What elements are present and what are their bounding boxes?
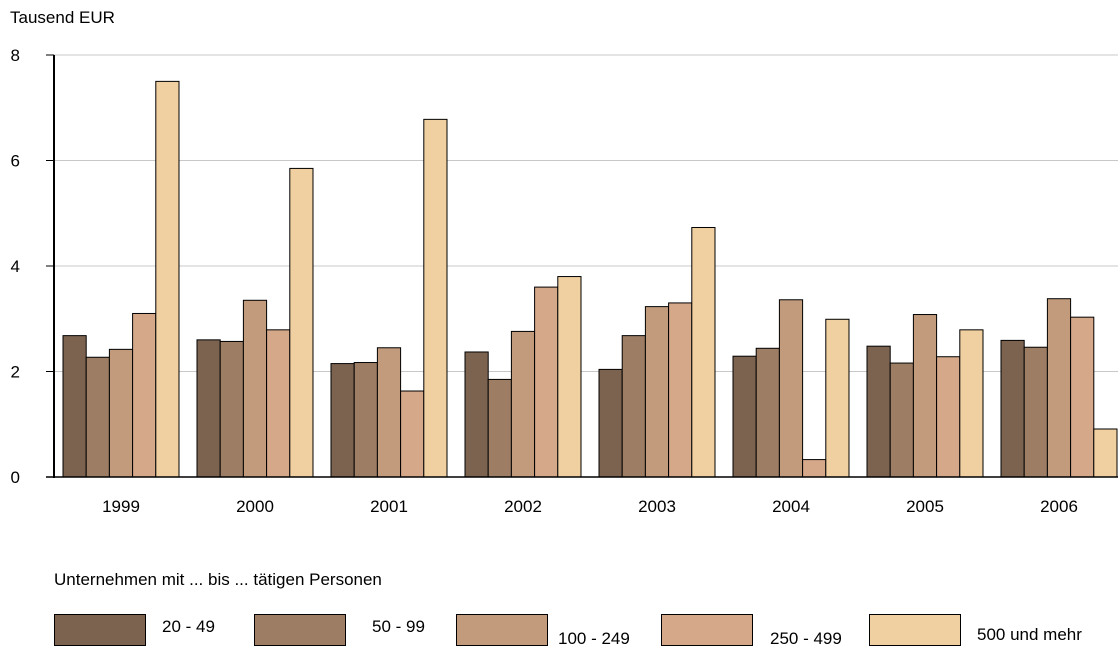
legend-label: 250 - 499 <box>770 629 842 648</box>
bar <box>330 363 355 478</box>
bar <box>1093 428 1118 478</box>
y-tick-labels: 0 2 4 6 8 <box>11 46 20 487</box>
bar <box>598 368 623 478</box>
bar <box>1070 316 1095 478</box>
y-tick-label: 0 <box>11 468 20 487</box>
bar <box>219 340 244 478</box>
bar <box>889 362 914 478</box>
legend-swatch <box>456 614 548 646</box>
bar <box>487 378 512 478</box>
gridlines <box>54 54 1118 372</box>
bar <box>621 335 646 478</box>
bar <box>557 276 582 478</box>
legend-swatch <box>54 614 146 646</box>
bar <box>242 299 268 478</box>
bar <box>732 355 757 478</box>
axes <box>46 54 1118 478</box>
x-tick-label: 2000 <box>236 497 274 516</box>
legend-item: 500 und mehr <box>869 614 1114 648</box>
bar <box>62 335 87 478</box>
bar <box>802 459 827 478</box>
bar <box>400 390 425 478</box>
y-tick-label: 6 <box>11 152 20 171</box>
bar <box>289 167 314 478</box>
bar <box>1046 298 1072 478</box>
y-tick-label: 8 <box>11 46 20 65</box>
legend-label: 100 - 249 <box>558 629 630 648</box>
bar <box>376 347 402 478</box>
x-tick-label: 2005 <box>906 497 944 516</box>
bar <box>108 348 134 478</box>
x-tick-label: 1999 <box>102 497 140 516</box>
x-tick-label: 2003 <box>638 497 676 516</box>
legend-label: 50 - 99 <box>372 617 425 636</box>
legend-title: Unternehmen mit ... bis ... tätigen Pers… <box>54 570 382 589</box>
bar <box>959 329 984 478</box>
bar <box>510 330 536 478</box>
bar <box>464 351 489 478</box>
x-tick-label: 2004 <box>772 497 810 516</box>
bar <box>85 356 110 478</box>
y-tick-label: 4 <box>11 257 20 276</box>
bar <box>691 226 716 478</box>
bar <box>778 299 804 478</box>
legend-item: 20 - 49 <box>54 614 299 648</box>
bar <box>132 312 157 478</box>
x-tick-label: 2006 <box>1040 497 1078 516</box>
bars <box>62 80 1118 478</box>
bar <box>668 302 693 478</box>
bar <box>644 306 670 478</box>
bar <box>423 118 448 478</box>
legend-item: 250 - 499 <box>661 614 906 648</box>
legend-swatch <box>869 614 961 646</box>
legend-item: 50 - 99 <box>254 614 499 648</box>
bar <box>936 356 961 478</box>
bar <box>866 345 891 478</box>
bar <box>912 314 938 478</box>
bar <box>755 347 780 478</box>
bar <box>534 286 559 478</box>
legend: 20 - 49 50 - 99 100 - 249 250 - 499 500 und … <box>0 614 1118 651</box>
x-tick-labels: 1999 2000 2001 2002 2003 2004 2005 2006 <box>102 497 1078 516</box>
bar <box>266 329 291 478</box>
legend-label: 500 und mehr <box>977 625 1082 644</box>
x-tick-label: 2001 <box>370 497 408 516</box>
y-tick-label: 2 <box>11 363 20 382</box>
bar <box>196 339 221 478</box>
y-axis-label: Tausend EUR <box>10 8 115 27</box>
bar <box>353 362 378 478</box>
legend-item: 100 - 249 <box>456 614 701 648</box>
bar <box>1023 346 1048 478</box>
legend-swatch <box>661 614 753 646</box>
bar-chart: 0 2 4 6 8 1999 2000 2001 2002 2003 2004 2005 2006 <box>11 46 1118 516</box>
x-tick-label: 2002 <box>504 497 542 516</box>
bar <box>825 318 850 478</box>
legend-swatch <box>254 614 346 646</box>
legend-label: 20 - 49 <box>162 617 215 636</box>
bar <box>1000 339 1025 478</box>
bar <box>155 80 180 478</box>
